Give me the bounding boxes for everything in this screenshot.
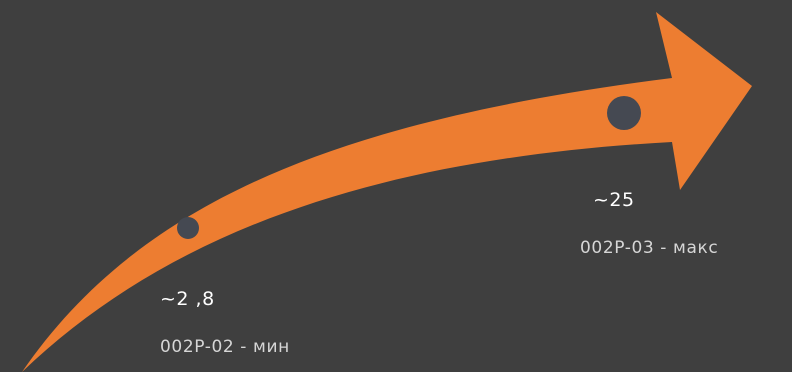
max-value-label: ~25 — [593, 189, 635, 211]
growth-arrow — [22, 12, 752, 372]
min-description-label: 002P-02 - мин — [160, 337, 290, 357]
max-point-marker — [607, 96, 641, 130]
max-description-label: 002P-03 - макс — [580, 238, 719, 258]
min-point-marker — [177, 217, 199, 239]
min-value-label: ~2 ,8 — [160, 288, 215, 310]
